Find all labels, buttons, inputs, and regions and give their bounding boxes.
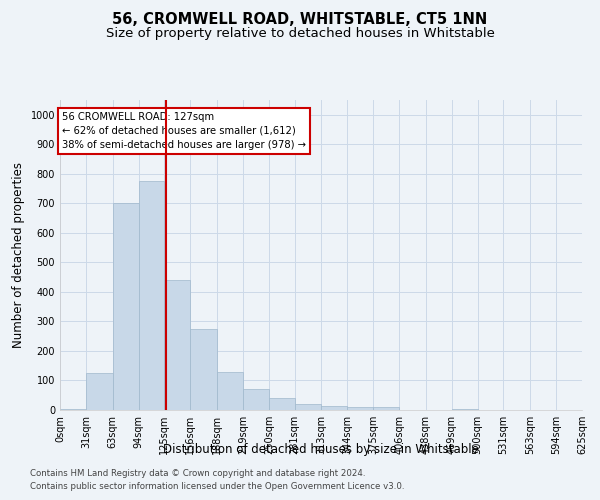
Y-axis label: Number of detached properties: Number of detached properties [12, 162, 25, 348]
Bar [322, 406, 347, 410]
Text: 56 CROMWELL ROAD: 127sqm
← 62% of detached houses are smaller (1,612)
38% of sem: 56 CROMWELL ROAD: 127sqm ← 62% of detach… [62, 112, 305, 150]
Bar [295, 404, 322, 410]
Text: Distribution of detached houses by size in Whitstable: Distribution of detached houses by size … [163, 442, 479, 456]
Bar [86, 373, 113, 410]
Bar [164, 280, 190, 410]
Bar [113, 204, 139, 410]
Text: Size of property relative to detached houses in Whitstable: Size of property relative to detached ho… [106, 28, 494, 40]
Text: 56, CROMWELL ROAD, WHITSTABLE, CT5 1NN: 56, CROMWELL ROAD, WHITSTABLE, CT5 1NN [112, 12, 488, 28]
Bar [269, 398, 295, 410]
Bar [217, 372, 243, 410]
Bar [190, 329, 217, 410]
Bar [373, 407, 399, 410]
Bar [347, 407, 373, 410]
Text: Contains public sector information licensed under the Open Government Licence v3: Contains public sector information licen… [30, 482, 404, 491]
Text: Contains HM Land Registry data © Crown copyright and database right 2024.: Contains HM Land Registry data © Crown c… [30, 468, 365, 477]
Bar [60, 408, 86, 410]
Bar [452, 408, 478, 410]
Bar [139, 181, 164, 410]
Bar [243, 390, 269, 410]
